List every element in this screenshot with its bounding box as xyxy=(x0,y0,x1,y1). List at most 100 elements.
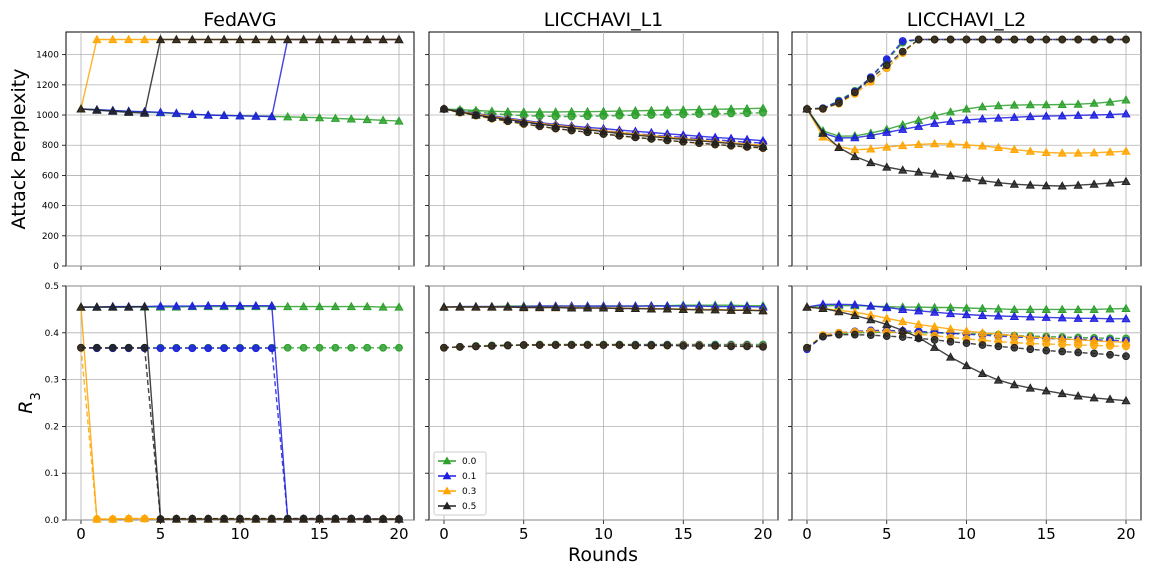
data-point-0.0 xyxy=(977,101,988,111)
data-point-0.5 xyxy=(695,139,704,148)
data-point-0.5 xyxy=(124,343,133,352)
data-point-0.5 xyxy=(314,34,325,44)
data-point-0.3 xyxy=(993,142,1004,152)
data-point-0.5 xyxy=(866,331,875,340)
data-point-0.0 xyxy=(1105,97,1115,106)
data-point-0.5 xyxy=(124,302,134,311)
data-point-0.5 xyxy=(961,360,972,370)
data-point-0.5 xyxy=(631,133,640,142)
data-point-0.1 xyxy=(203,110,213,119)
legend-label-0.5: 0.5 xyxy=(462,502,476,512)
data-point-0.1 xyxy=(993,113,1004,122)
data-point-0.1 xyxy=(236,344,244,353)
data-point-0.3 xyxy=(1089,147,1099,157)
data-point-0.0 xyxy=(283,301,293,311)
data-point-0.1 xyxy=(898,37,907,45)
data-point-0.5 xyxy=(978,35,987,44)
data-point-0.5 xyxy=(299,514,308,523)
data-point-0.5 xyxy=(818,303,828,313)
data-point-0.5 xyxy=(583,341,592,349)
data-point-0.1 xyxy=(251,111,261,120)
data-point-0.5 xyxy=(631,341,640,350)
data-point-0.5 xyxy=(727,342,735,351)
data-point-0.0 xyxy=(298,112,309,121)
data-point-0.0 xyxy=(362,114,372,124)
data-point-0.1 xyxy=(1089,110,1099,119)
data-point-0.5 xyxy=(503,117,512,125)
data-point-0.3 xyxy=(882,142,892,151)
data-point-0.5 xyxy=(519,341,528,349)
data-point-0.1 xyxy=(898,124,908,133)
data-point-0.5 xyxy=(394,34,404,44)
data-point-0.1 xyxy=(961,309,972,319)
data-point-0.5 xyxy=(455,302,465,311)
data-point-0.5 xyxy=(679,137,688,146)
data-point-0.5 xyxy=(819,104,827,113)
data-point-0.5 xyxy=(647,134,656,143)
data-point-0.3 xyxy=(914,139,924,149)
data-point-0.5 xyxy=(188,514,197,523)
data-point-0.1 xyxy=(172,344,181,353)
x-tick-label: 15 xyxy=(1037,525,1056,543)
data-point-0.5 xyxy=(663,136,672,145)
panel-series-group xyxy=(76,300,404,523)
data-point-0.1 xyxy=(267,111,277,121)
legend-marker-0.0 xyxy=(442,456,452,465)
data-point-0.0 xyxy=(567,112,576,121)
data-point-0.5 xyxy=(379,515,388,523)
series-line-0.0 xyxy=(443,343,763,349)
legend-box xyxy=(433,451,487,516)
y-tick-label: 200 xyxy=(42,232,59,242)
data-point-0.0 xyxy=(1105,304,1115,313)
data-point-0.5 xyxy=(743,342,751,351)
data-point-0.0 xyxy=(363,343,372,352)
data-point-0.1 xyxy=(188,344,197,353)
y-tick-label: 0 xyxy=(53,262,59,272)
data-point-0.5 xyxy=(662,304,672,313)
data-point-0.5 xyxy=(946,35,955,44)
x-tick-label: 15 xyxy=(674,525,693,543)
data-point-0.5 xyxy=(439,302,449,311)
data-point-0.5 xyxy=(139,108,150,117)
data-point-0.0 xyxy=(362,301,372,311)
data-point-0.3 xyxy=(108,34,118,44)
x-tick-label: 20 xyxy=(753,525,772,543)
data-point-0.5 xyxy=(1121,395,1131,405)
data-point-0.1 xyxy=(171,108,182,117)
data-point-0.5 xyxy=(219,34,229,44)
data-point-0.1 xyxy=(252,344,260,353)
series-line-0.5 xyxy=(806,38,1126,110)
data-point-0.5 xyxy=(1057,181,1067,190)
data-point-0.0 xyxy=(298,301,309,311)
data-point-0.5 xyxy=(929,342,940,351)
panel-series-group xyxy=(802,35,1131,190)
data-point-0.5 xyxy=(866,74,875,83)
data-point-0.5 xyxy=(882,332,891,340)
data-point-0.5 xyxy=(92,105,102,114)
data-point-0.3 xyxy=(866,144,876,153)
data-point-0.0 xyxy=(695,110,704,119)
legend-label-0.3: 0.3 xyxy=(462,487,476,497)
data-point-0.1 xyxy=(219,300,229,310)
data-point-0.3 xyxy=(914,319,924,328)
data-point-0.5 xyxy=(803,105,811,113)
data-point-0.5 xyxy=(1089,393,1099,402)
data-point-0.1 xyxy=(945,308,956,318)
y-axis-label-row-0: Attack Perplexity xyxy=(8,69,30,230)
data-point-0.3 xyxy=(139,34,150,44)
data-point-0.5 xyxy=(695,342,704,350)
data-point-0.5 xyxy=(283,514,292,523)
data-point-0.1 xyxy=(929,307,940,316)
data-point-0.1 xyxy=(1073,313,1083,322)
data-point-0.5 xyxy=(726,305,736,314)
data-point-0.0 xyxy=(1121,303,1131,313)
data-point-0.5 xyxy=(711,342,720,350)
y-tick-label: 800 xyxy=(42,141,59,151)
legend: 0.0 0.1 0.3 0.5 xyxy=(433,451,487,516)
data-point-0.1 xyxy=(235,300,245,310)
y-tick-label: 0.2 xyxy=(45,422,59,432)
data-point-0.0 xyxy=(1041,304,1051,313)
data-point-0.5 xyxy=(993,177,1004,187)
data-point-0.3 xyxy=(108,515,117,523)
data-point-0.5 xyxy=(1089,179,1099,188)
